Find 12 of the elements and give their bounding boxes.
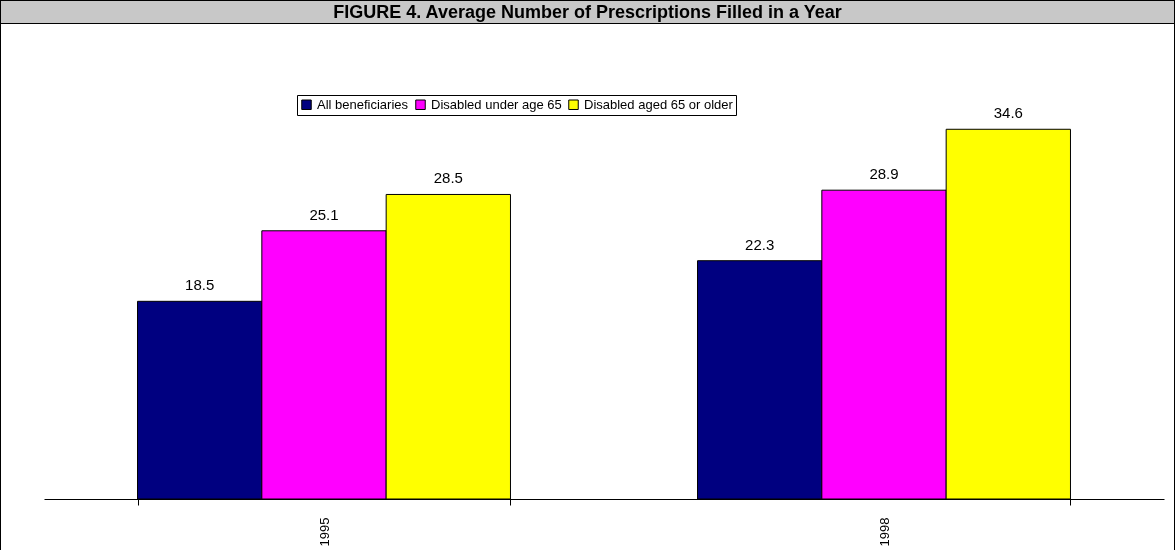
x-tick-label: 1998 (876, 517, 892, 547)
chart-title: FIGURE 4. Average Number of Prescriptions Filled in a Year (1, 1, 1174, 24)
legend-label: All beneficiaries (317, 96, 409, 112)
legend-label: Disabled aged 65 or older (584, 96, 734, 112)
data-label: 34.6 (993, 104, 1023, 122)
data-label: 28.9 (869, 165, 899, 183)
data-label: 28.5 (433, 169, 463, 187)
data-label: 25.1 (309, 205, 339, 223)
data-label: 18.5 (185, 276, 215, 294)
data-label: 22.3 (745, 235, 775, 253)
legend-label: Disabled under age 65 (431, 96, 562, 112)
x-tick-label: 1995 (316, 517, 332, 547)
